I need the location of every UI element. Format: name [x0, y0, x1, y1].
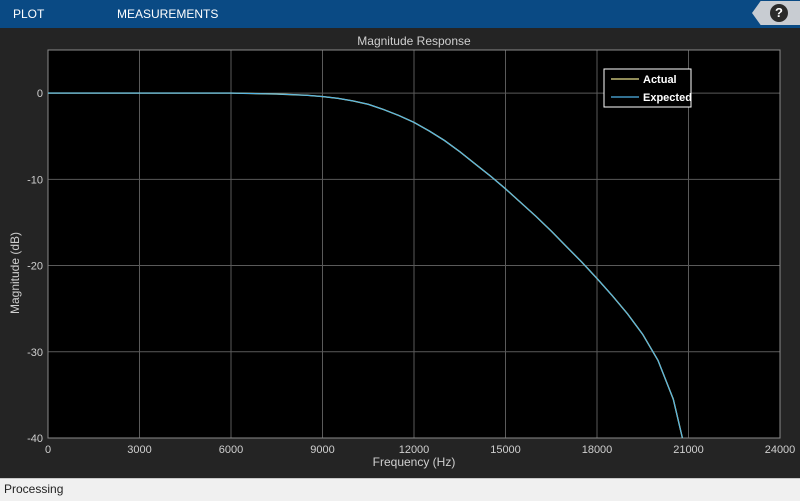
tab-measurements[interactable]: MEASUREMENTS [117, 7, 219, 21]
x-axis-label: Frequency (Hz) [373, 455, 456, 469]
y-tick-label: -40 [27, 433, 43, 445]
x-tick-label: 18000 [582, 444, 613, 456]
status-text: Processing [4, 482, 64, 496]
help-icon: ? [770, 4, 788, 22]
series-lines [48, 92, 684, 439]
x-tick-label: 24000 [765, 444, 796, 456]
legend-box [603, 68, 692, 108]
x-tick-label: 12000 [399, 444, 430, 456]
legend[interactable]: Actual Expected [603, 68, 692, 108]
scope-area: Magnitude Response 0 3000 6000 9000 12000 150… [0, 28, 800, 478]
chart-title: Magnitude Response [357, 34, 471, 48]
x-tick-label: 15000 [490, 444, 521, 456]
y-tick-label: -30 [27, 347, 43, 359]
legend-label-expected: Expected [643, 92, 692, 104]
x-tick-label: 9000 [310, 444, 334, 456]
status-bar: Processing [0, 478, 800, 501]
y-axis-label: Magnitude (dB) [8, 232, 22, 314]
toolstrip: PLOT MEASUREMENTS ? [0, 0, 800, 28]
magnitude-response-chart: Magnitude Response 0 3000 6000 9000 12000 150… [8, 34, 795, 469]
tab-plot[interactable]: PLOT [13, 7, 45, 21]
y-tick-label: -20 [27, 261, 43, 273]
plot-border [47, 49, 781, 439]
x-tick-label: 21000 [673, 444, 704, 456]
x-tick-label: 6000 [219, 444, 243, 456]
x-tick-label: 0 [45, 444, 51, 456]
tick-labels: 0 3000 6000 9000 12000 15000 18000 21000 240000-… [27, 88, 795, 456]
y-tick-label: 0 [37, 88, 43, 100]
y-tick-label: -10 [27, 174, 43, 186]
help-button[interactable]: ? [752, 1, 800, 25]
legend-label-actual: Actual [643, 74, 677, 86]
x-tick-label: 3000 [127, 444, 151, 456]
series-line-expected [48, 92, 683, 439]
